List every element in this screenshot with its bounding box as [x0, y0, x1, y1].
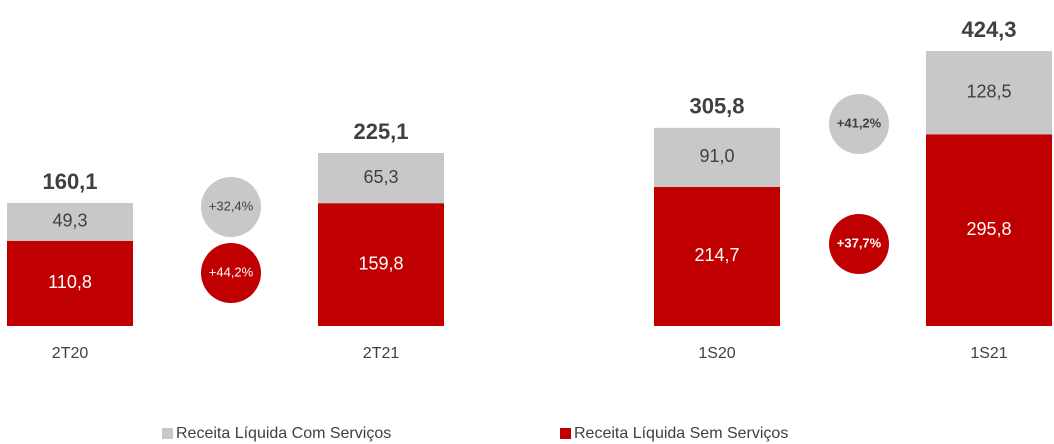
growth-label: +37,7% [837, 235, 882, 250]
value-label: 49,3 [52, 211, 87, 231]
total-label: 424,3 [961, 17, 1016, 42]
growth-label: +32,4% [209, 198, 254, 213]
value-label: 159,8 [358, 253, 403, 273]
legend-label: Receita Líquida Sem Serviços [574, 425, 788, 442]
bar-segment [926, 134, 1052, 326]
x-tick-label: 2T20 [52, 345, 89, 362]
growth-circle [829, 94, 889, 154]
x-tick-label: 1S21 [970, 345, 1007, 362]
legend-label: Receita Líquida Com Serviços [176, 425, 391, 442]
bar-segment [654, 127, 780, 187]
value-label: 65,3 [363, 167, 398, 187]
total-label: 305,8 [689, 94, 744, 119]
bar-segment [926, 51, 1052, 135]
bar-segment [7, 202, 133, 241]
growth-circle [201, 177, 261, 237]
bar-segment [318, 153, 444, 204]
legend-swatch [560, 428, 571, 439]
value-label: 214,7 [694, 245, 739, 265]
total-label: 225,1 [353, 119, 408, 144]
x-tick-label: 2T21 [363, 345, 400, 362]
bar-segment [318, 203, 444, 326]
growth-label: +44,2% [209, 264, 254, 279]
growth-circle [829, 214, 889, 274]
x-tick-label: 1S20 [698, 345, 735, 362]
bar-segment [654, 186, 780, 326]
growth-circle [201, 243, 261, 303]
bar-segment [7, 240, 133, 326]
value-label: 91,0 [699, 146, 734, 166]
legend-swatch [162, 428, 173, 439]
value-label: 128,5 [966, 81, 1011, 101]
total-label: 160,1 [42, 169, 97, 194]
growth-label: +41,2% [837, 115, 882, 130]
value-label: 295,8 [966, 219, 1011, 239]
value-label: 110,8 [48, 272, 92, 292]
